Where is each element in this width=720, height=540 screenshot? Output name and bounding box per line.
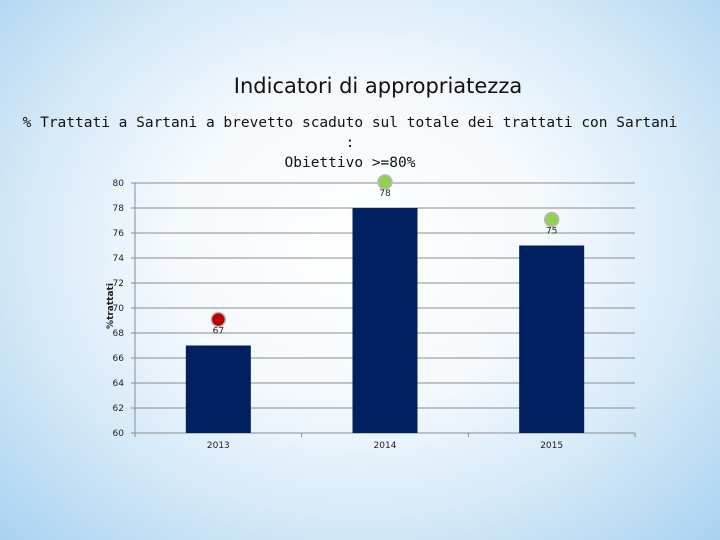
x-tick-label: 2013 <box>207 441 230 451</box>
y-tick-label: 72 <box>113 279 124 289</box>
subtitle-line-1: % Trattati a Sartani a brevetto scaduto … <box>22 115 678 151</box>
y-tick-label: 68 <box>113 329 125 339</box>
marker-ok-2015 <box>543 211 560 228</box>
marker-bad-2013 <box>210 311 227 328</box>
bar-2014 <box>352 208 418 433</box>
slide-subtitle: % Trattati a Sartani a brevetto scaduto … <box>20 113 680 173</box>
y-tick-label: 64 <box>113 379 125 389</box>
slide-title: Indicatori di appropriatezza <box>233 74 523 98</box>
x-tick-label: 2015 <box>540 441 563 451</box>
bar-2015 <box>519 245 585 433</box>
y-tick-label: 74 <box>113 254 125 264</box>
bar-2013 <box>185 345 251 433</box>
y-tick-label: 66 <box>113 354 125 364</box>
marker-ok-2014 <box>377 174 393 190</box>
y-tick-label: 78 <box>113 204 125 214</box>
data-label: 75 <box>546 227 557 237</box>
y-axis-title: %trattati <box>106 283 116 329</box>
y-tick-label: 62 <box>113 404 124 414</box>
y-tick-label: 80 <box>113 179 125 189</box>
y-tick-label: 76 <box>113 229 125 239</box>
y-tick-label: 70 <box>113 304 125 314</box>
data-label: 67 <box>213 327 224 337</box>
subtitle-line-2: Obiettivo >=80% <box>284 155 416 171</box>
x-tick-label: 2014 <box>374 441 397 451</box>
y-tick-label: 60 <box>113 429 125 439</box>
data-label: 78 <box>379 189 391 199</box>
